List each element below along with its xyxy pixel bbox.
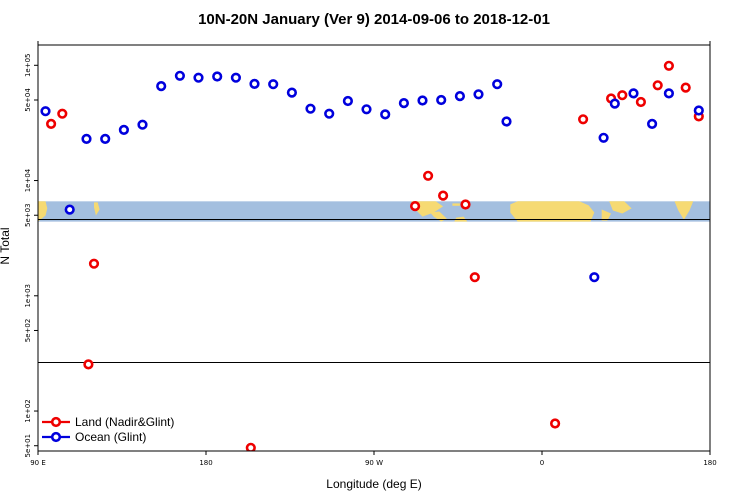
legend-label-land: Land (Nadir&Glint) [75,415,174,429]
ocean-point [81,133,92,144]
y-tick-label: 5e+02 [24,319,32,343]
land-point [549,418,561,429]
land-point [680,82,691,93]
land-point [45,118,57,129]
ocean-point [174,70,185,81]
plot-frame [37,44,711,452]
ocean-point [193,72,204,83]
land-point [83,359,94,370]
x-tick-label: 90 E [30,459,46,467]
land-point [635,96,647,108]
ocean-point [628,88,639,99]
data-points [40,60,744,451]
land-point [577,114,589,125]
ocean-point [380,109,391,120]
land-se-asia [38,201,48,222]
ocean-point [609,98,620,109]
land-point [245,442,256,451]
ocean-point [589,272,600,283]
land-horn-africa [601,209,612,221]
land-arabia [609,201,632,214]
y-tick-label: 1e+02 [24,399,32,423]
land-point [723,149,731,157]
y-axis-label: N Total [0,227,12,264]
ocean-point [137,119,148,130]
ocean-point [249,78,260,89]
ocean-point [454,90,466,102]
x-tick-label: 0 [540,459,544,467]
world-map-band [38,201,731,222]
ocean-point [693,105,704,116]
ocean-point [598,132,609,143]
land-point [652,80,663,91]
legend: Land (Nadir&Glint) Ocean (Glint) [42,415,174,444]
y-tick-label: 1e+05 [24,54,32,78]
ocean-point [473,89,484,100]
ocean-point [361,104,372,115]
y-tick-label: 5e+03 [24,203,32,227]
ocean-point [736,135,744,143]
land-africa [510,201,595,222]
land-point [438,190,449,201]
legend-marker-ocean [50,431,62,443]
land-point [717,81,725,89]
ocean-point [40,106,51,117]
legend-label-ocean: Ocean (Glint) [75,430,146,444]
ocean-point [398,97,410,109]
ocean-point [64,204,75,215]
land-india [674,201,694,220]
land-philippines [94,202,100,216]
ocean-point [268,79,279,90]
ocean-point [118,124,129,135]
y-tick-label: 1e+04 [24,168,32,192]
ocean-point [212,71,223,82]
land-point [57,108,68,119]
land-point [88,258,100,269]
axes: 90 E 180 90 W 0 180 5e+01 1e+02 5e+02 1e+03 5e+03… [24,41,717,467]
ocean-point [305,103,316,114]
land-se-asia-east [718,201,731,219]
y-tick-label: 5e+01 [24,434,32,458]
ocean-point [324,108,335,119]
x-tick-label: 180 [199,459,212,467]
land-point [469,272,480,283]
ocean-point [100,133,111,144]
land-point [410,201,421,212]
ocean-point [230,72,241,83]
land-point [617,90,628,101]
y-tick-label: 1e+03 [24,284,32,308]
land-point [460,199,471,210]
map-ocean [38,201,710,222]
ocean-point [342,95,354,107]
legend-marker-land [50,416,62,428]
ocean-point [501,116,512,127]
land-point [663,60,675,71]
x-tick-label: 90 W [365,459,383,467]
ocean-point [286,87,298,98]
ocean-point [646,118,658,129]
ocean-point [492,79,503,90]
ocean-point [436,94,447,106]
ocean-point [156,80,167,92]
x-axis-label: Longitude (deg E) [326,477,421,491]
land-caribbean-island [452,203,460,206]
ocean-point [714,206,722,214]
chart-title: 10N-20N January (Ver 9) 2014-09-06 to 20… [198,11,550,28]
ocean-point [663,88,675,99]
y-tick-label: 5e+04 [24,88,32,112]
ocean-point [417,95,428,106]
x-tick-label: 180 [703,459,716,467]
land-point [423,170,434,181]
